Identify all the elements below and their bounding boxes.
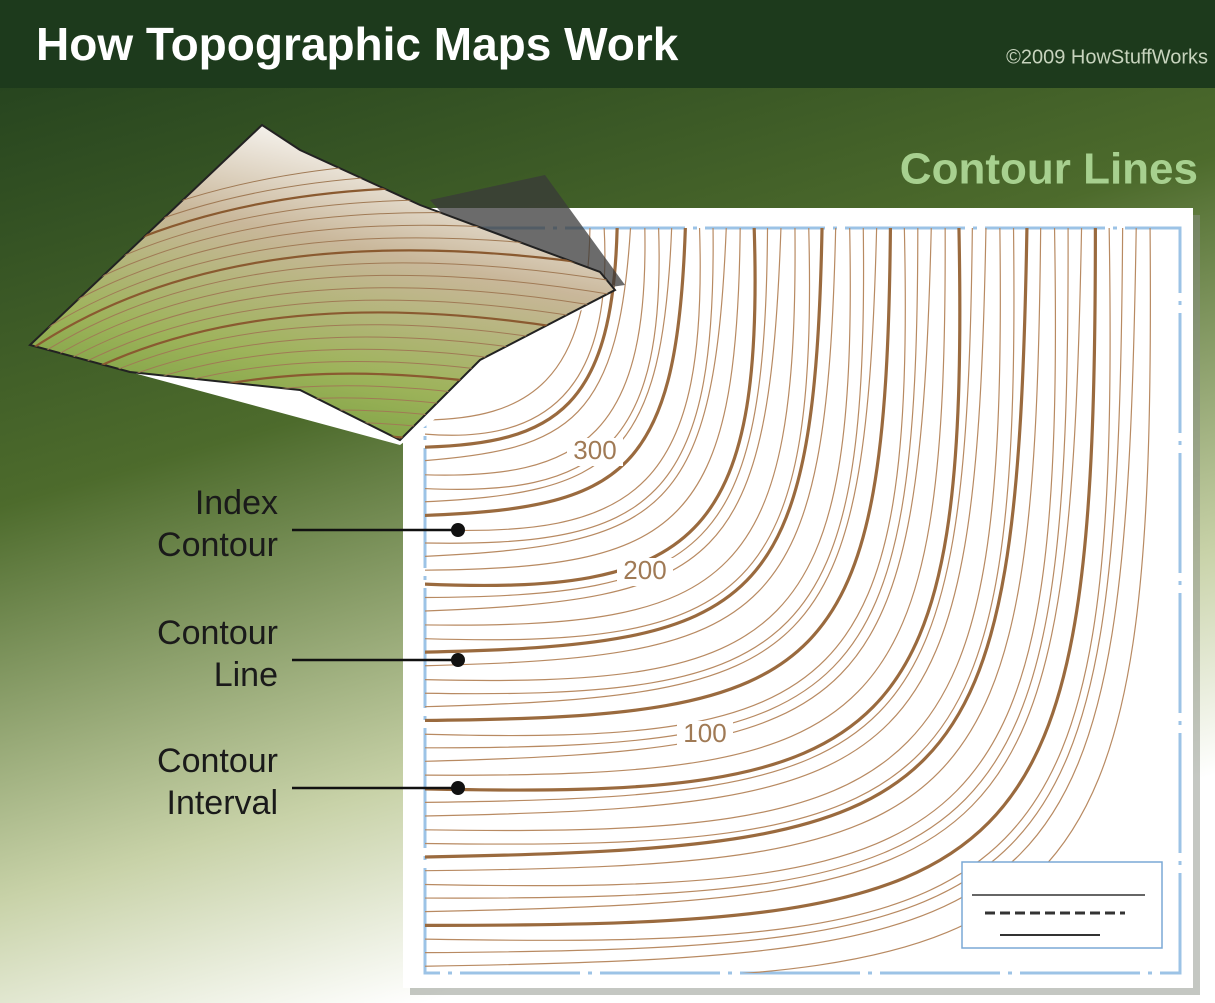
callout-text: Index bbox=[195, 484, 278, 522]
title: How Topographic Maps Work bbox=[36, 18, 679, 70]
credit: ©2009 HowStuffWorks bbox=[1006, 46, 1208, 68]
callout-text: Line bbox=[214, 656, 278, 694]
callout-text: Interval bbox=[167, 784, 279, 822]
callout-text: Contour bbox=[157, 614, 278, 652]
contour-label: 100 bbox=[683, 718, 726, 748]
callout-text: Contour bbox=[157, 742, 278, 780]
callout-text: Contour bbox=[157, 526, 278, 564]
contour-label: 300 bbox=[573, 435, 616, 465]
contour-label: 200 bbox=[623, 555, 666, 585]
callout-dot bbox=[451, 781, 465, 795]
subtitle: Contour Lines bbox=[900, 145, 1198, 194]
infographic: How Topographic Maps Work ©2009 HowStuff… bbox=[0, 0, 1215, 1003]
page: How Topographic Maps Work ©2009 HowStuff… bbox=[0, 0, 1215, 1003]
callout-dot bbox=[451, 523, 465, 537]
callout-dot bbox=[451, 653, 465, 667]
